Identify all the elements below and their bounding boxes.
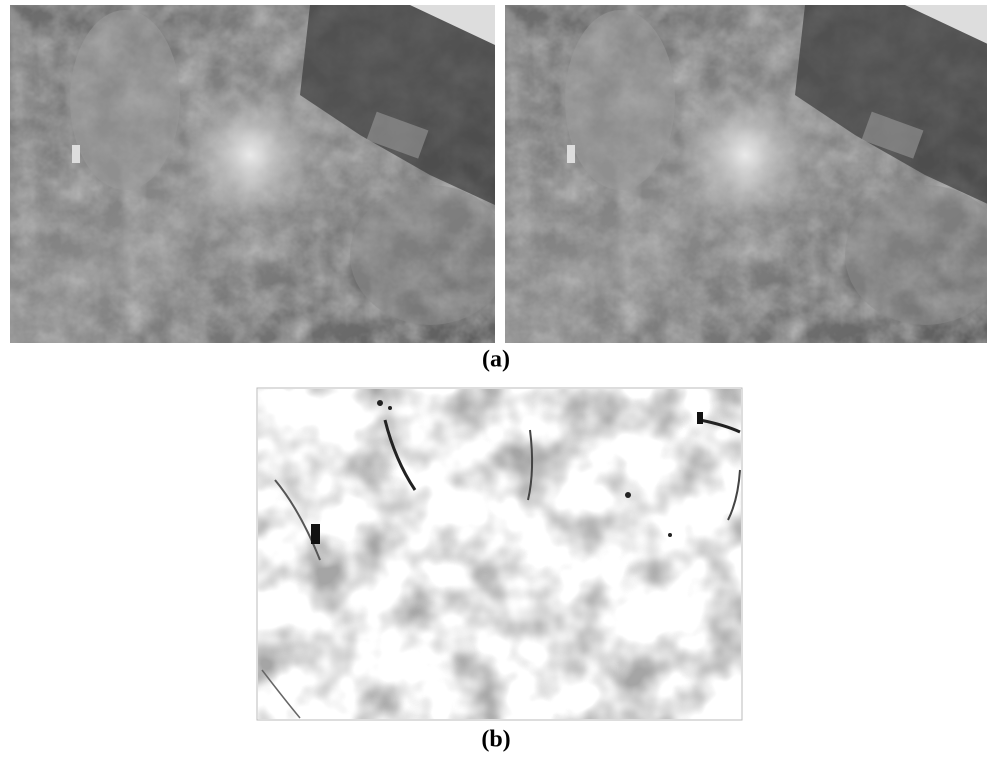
image-b — [257, 388, 742, 720]
figure: (a) (b) — [0, 0, 987, 756]
image-a-left — [10, 5, 510, 343]
panel-label: (a) — [482, 347, 510, 373]
panel-label: (b) — [481, 727, 510, 753]
image-a-right — [505, 5, 987, 343]
